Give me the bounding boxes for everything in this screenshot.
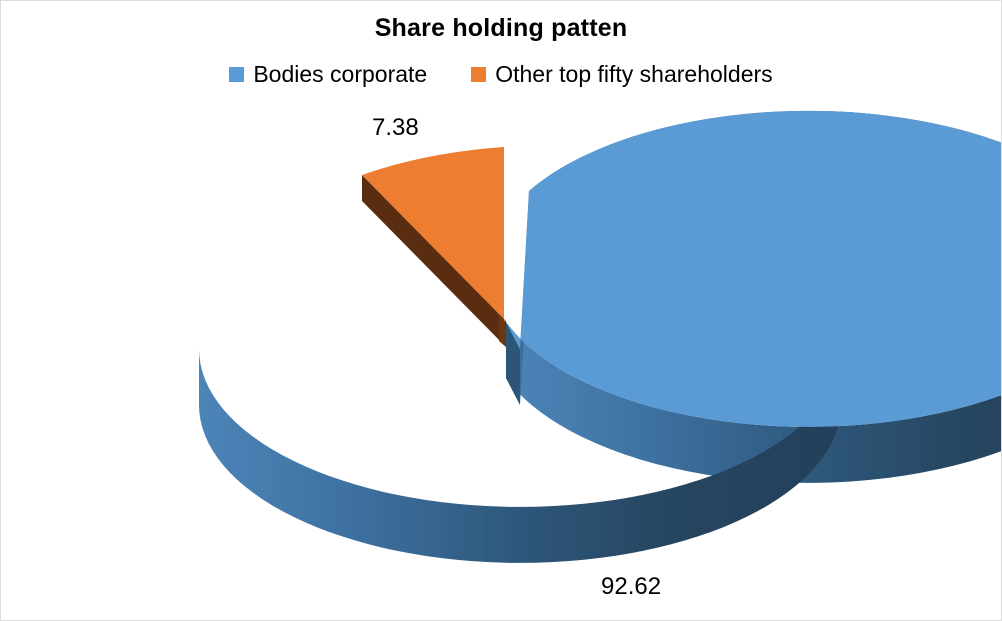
pie-slice-bodies-corporate[interactable] [199,110,1002,563]
data-label-bodies-corporate: 92.62 [601,573,662,600]
chart-title: Share holding patten [374,14,628,42]
chart-legend: Bodies corporate Other top fifty shareho… [1,63,1001,86]
pie-slice-bodies-corporate-top [506,110,1001,427]
data-label-other-top-fifty-shareholders: 7.38 [372,114,419,141]
square-swatch-icon [471,67,487,82]
legend-item-bodies-corporate[interactable]: Bodies corporate [229,63,427,86]
legend-item-other-top-fifty-shareholders[interactable]: Other top fifty shareholders [471,61,773,87]
pie-slice-other-side [362,175,506,347]
pie-slice-other-side-inner [499,315,506,347]
legend-item-label: Other top fifty shareholders [495,61,773,87]
legend-item-label: Bodies corporate [253,61,428,87]
pie-slice-other-top-fifty-shareholders[interactable] [362,147,506,347]
pie-slice-bodies-corporate-cut-face-b [506,322,520,405]
square-swatch-icon [229,67,245,82]
pie-slice-bodies-corporate-rim [199,349,841,563]
pie-slice-other-top [362,147,506,321]
